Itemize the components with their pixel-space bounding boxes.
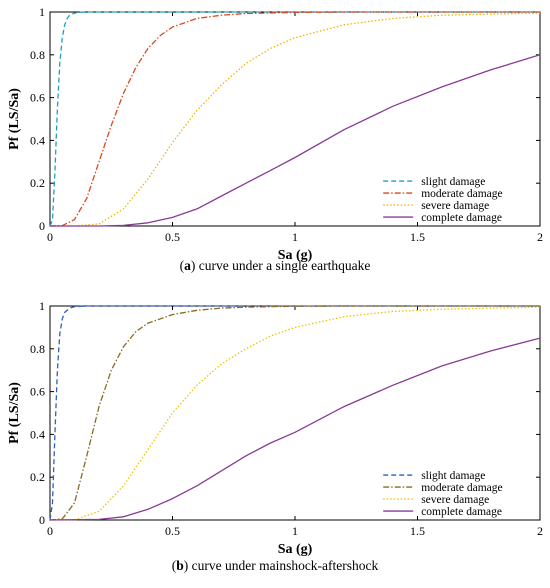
y-tick-label: 0.6	[30, 385, 45, 399]
x-tick-label: 2	[537, 524, 543, 538]
y-tick-label: 0.4	[30, 427, 45, 441]
y-tick-label: 0.2	[30, 470, 45, 484]
y-tick-label: 0.2	[30, 176, 45, 190]
x-tick-label: 0.5	[165, 524, 180, 538]
legend-label: moderate damage	[421, 188, 502, 200]
x-tick-label: 2	[537, 230, 543, 244]
legend-label: severe damage	[421, 494, 489, 506]
x-tick-label: 0	[47, 524, 53, 538]
series-line-4	[49, 337, 541, 521]
legend-label: complete damage	[421, 506, 502, 518]
x-tick-label: 1	[292, 230, 298, 244]
y-tick-label: 0.8	[30, 48, 45, 62]
panel-caption: (b) curve under mainshock-aftershock	[172, 558, 379, 573]
legend-label: slight damage	[421, 470, 485, 482]
x-axis-label: Sa (g)	[278, 248, 313, 263]
y-tick-label: 0.6	[30, 91, 45, 105]
x-tick-label: 0.5	[165, 230, 180, 244]
chart-panel-a: 0 0.5 1 1.5 2 0 0.2 0.4 0.6 0.8 1 Sa (g) Pf (LS/Sa) s…	[7, 5, 543, 273]
legend-label: complete damage	[421, 212, 502, 224]
y-tick-label: 0.4	[30, 133, 45, 147]
legend-label: slight damage	[421, 176, 485, 188]
x-axis-label: Sa (g)	[278, 542, 313, 557]
y-tick-label: 1	[39, 299, 45, 313]
series-line-3	[50, 12, 541, 227]
y-axis-label: Pf (LS/Sa)	[7, 382, 22, 444]
series-line-2	[49, 11, 540, 227]
y-tick-label: 0	[39, 219, 45, 233]
y-axis-label: Pf (LS/Sa)	[7, 88, 22, 150]
chart-panel-b: 0 0.5 1 1.5 2 0 0.2 0.4 0.6 0.8 1 Sa (g) Pf (LS/Sa) s…	[7, 299, 543, 573]
x-tick-label: 0	[47, 230, 53, 244]
legend-label: moderate damage	[421, 482, 502, 494]
y-tick-label: 0	[39, 513, 45, 527]
series-line-2	[49, 305, 540, 521]
legend-label: severe damage	[421, 200, 489, 212]
x-tick-label: 1.5	[410, 230, 425, 244]
x-tick-label: 1.5	[410, 524, 425, 538]
series-line-1	[49, 305, 540, 521]
series-line-4	[50, 54, 541, 227]
y-tick-label: 1	[39, 5, 45, 19]
panel-caption: (a) curve under a single earthquake	[180, 258, 371, 273]
series-line-1	[49, 11, 540, 227]
x-tick-label: 1	[292, 524, 298, 538]
y-tick-label: 0.8	[30, 342, 45, 356]
